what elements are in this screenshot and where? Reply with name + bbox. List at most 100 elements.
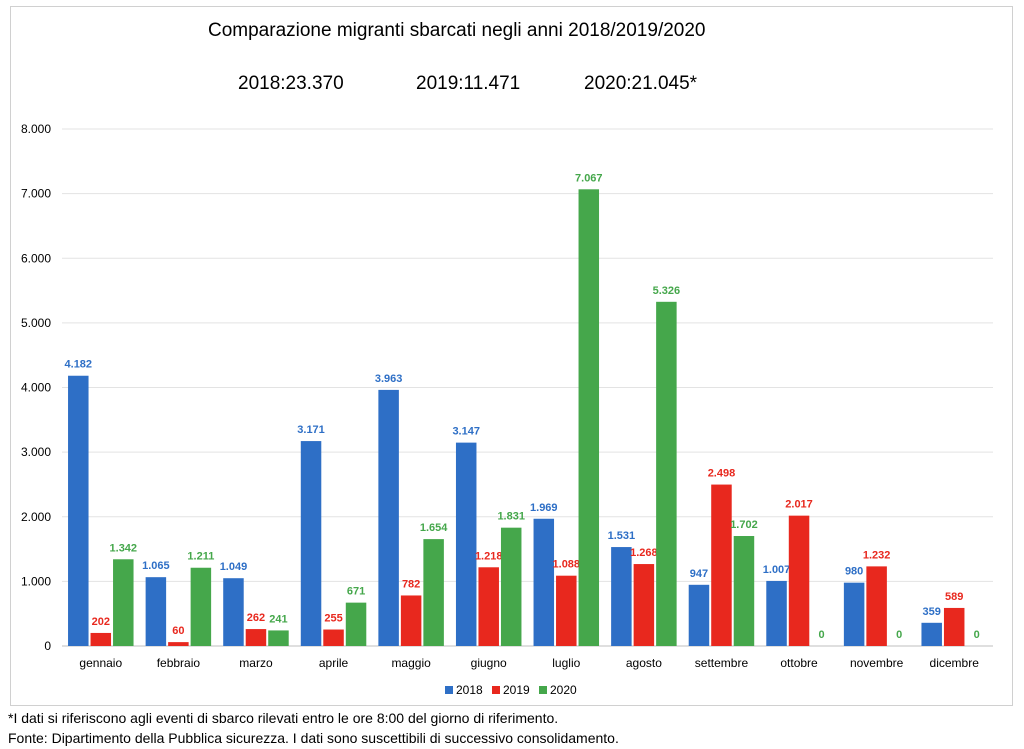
data-label: 1.969: [530, 502, 558, 514]
data-label: 0: [896, 629, 902, 641]
x-tick-label: marzo: [239, 656, 273, 670]
x-tick-label: novembre: [850, 656, 904, 670]
footnote-note: *I dati si riferiscono agli eventi di sb…: [8, 710, 559, 726]
data-label: 7.067: [575, 172, 603, 184]
bar: [190, 567, 212, 646]
bar: [323, 629, 344, 646]
data-label: 1.831: [497, 511, 525, 523]
data-label: 3.963: [375, 373, 403, 385]
y-tick-label: 6.000: [21, 251, 51, 265]
data-label: 1.654: [420, 522, 448, 534]
data-label: 262: [247, 612, 265, 624]
bar: [733, 536, 755, 646]
data-label: 2.017: [785, 499, 813, 511]
bar: [378, 389, 399, 646]
data-label: 947: [690, 568, 708, 580]
x-tick-label: agosto: [626, 656, 662, 670]
footnote-source: Fonte: Dipartimento della Pubblica sicur…: [8, 730, 619, 746]
bar: [168, 642, 189, 646]
bar: [90, 632, 112, 646]
bar: [145, 577, 167, 646]
bar: [113, 559, 134, 646]
bar: [455, 442, 477, 646]
y-tick-label: 0: [44, 639, 51, 653]
chart-title: Comparazione migranti sbarcati negli ann…: [208, 20, 706, 41]
x-tick-label: aprile: [319, 656, 349, 670]
legend-swatch: [445, 686, 453, 694]
data-label: 782: [402, 578, 420, 590]
bar: [478, 567, 499, 646]
bar: [300, 441, 322, 646]
legend-label: 2019: [503, 683, 530, 697]
data-label: 671: [347, 586, 365, 598]
data-label: 3.147: [452, 426, 480, 438]
bar: [688, 584, 710, 646]
data-label: 589: [945, 591, 963, 603]
bar: [533, 518, 555, 646]
bar: [578, 189, 600, 647]
bar: [766, 580, 787, 646]
data-label: 1.211: [187, 551, 214, 563]
data-label: 1.218: [475, 550, 503, 562]
y-tick-label: 1.000: [21, 574, 51, 588]
bar: [423, 539, 444, 646]
total-2020: 2020:21.045*: [584, 73, 698, 94]
data-label: 3.171: [297, 424, 325, 436]
data-label: 60: [172, 625, 184, 637]
legend-swatch: [539, 686, 547, 694]
bar: [866, 566, 887, 646]
y-tick-label: 5.000: [21, 316, 51, 330]
bar: [500, 527, 522, 646]
y-tick-label: 4.000: [21, 381, 51, 395]
bar: [656, 301, 677, 646]
legend-swatch: [492, 686, 500, 694]
bar: [556, 575, 577, 646]
data-label: 5.326: [653, 285, 681, 297]
data-label: 0: [974, 629, 980, 641]
x-tick-label: febbraio: [157, 656, 201, 670]
x-tick-label: gennaio: [79, 656, 122, 670]
x-tick-label: settembre: [695, 656, 749, 670]
total-2019: 2019:11.471: [416, 73, 521, 94]
bar: [223, 578, 244, 646]
y-tick-label: 2.000: [21, 510, 51, 524]
bar: [345, 602, 367, 646]
x-tick-label: ottobre: [780, 656, 818, 670]
data-label: 241: [269, 613, 287, 625]
legend-label: 2018: [456, 683, 483, 697]
bar: [921, 622, 942, 646]
legend-label: 2020: [550, 683, 577, 697]
data-label: 1.049: [220, 561, 248, 573]
data-label: 0: [818, 629, 824, 641]
data-label: 4.182: [65, 359, 93, 371]
y-tick-label: 3.000: [21, 445, 51, 459]
bar: [268, 630, 289, 646]
data-label: 980: [845, 566, 863, 578]
total-2018: 2018:23.370: [238, 73, 344, 94]
bar: [943, 607, 965, 646]
data-label: 1.232: [863, 549, 891, 561]
x-tick-label: luglio: [552, 656, 580, 670]
data-label: 1.088: [553, 559, 581, 571]
bar: [245, 629, 267, 646]
x-tick-label: dicembre: [930, 656, 980, 670]
bar: [400, 595, 422, 646]
x-tick-label: giugno: [471, 656, 507, 670]
data-label: 1.007: [763, 564, 791, 576]
bar: [788, 515, 810, 646]
y-tick-label: 7.000: [21, 187, 51, 201]
bar: [633, 564, 655, 646]
bar: [68, 375, 89, 646]
data-label: 255: [324, 613, 342, 625]
data-label: 1.342: [110, 542, 138, 554]
data-label: 1.268: [630, 547, 658, 559]
x-tick-label: maggio: [391, 656, 431, 670]
data-label: 1.065: [142, 560, 170, 572]
data-label: 2.498: [708, 468, 736, 480]
bar: [711, 484, 732, 646]
y-tick-label: 8.000: [21, 122, 51, 136]
data-label: 1.531: [608, 530, 636, 542]
data-label: 359: [923, 606, 941, 618]
bar: [843, 582, 865, 646]
